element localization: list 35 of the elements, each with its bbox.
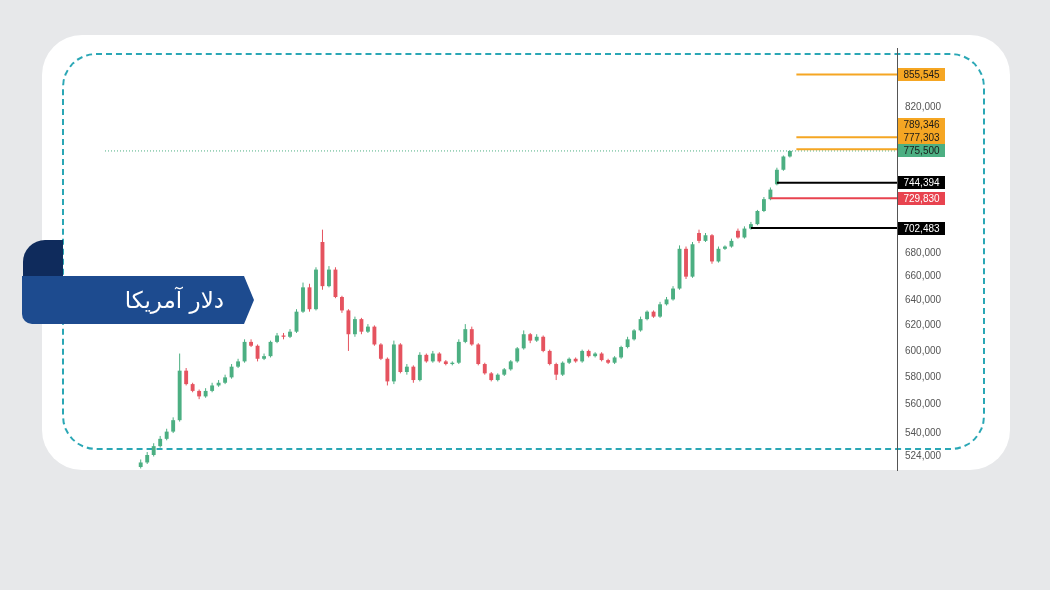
price-tag: 744,394 [898,176,945,190]
ref-line-label: 702,483 [903,222,940,234]
ref-line-label: 775,500 [903,145,940,157]
y-tick-label: 660,000 [905,270,942,282]
y-tick-label: 820,000 [905,101,942,113]
y-tick-label: 640,000 [905,294,942,306]
y-tick-label: 580,000 [905,371,942,383]
y-tick-label: 560,000 [905,398,942,410]
candlestick [385,356,390,386]
ref-line-label: 789,346 [903,119,940,131]
candlestick [352,316,357,338]
candlestick [404,363,409,376]
price-tag: 775,500 [898,144,945,158]
ref-line-label: 744,394 [903,177,940,189]
y-tick-label: 600,000 [905,344,942,356]
candlestick [372,324,377,347]
y-tick-label: 620,000 [905,319,942,331]
candlestick [469,326,474,347]
candlestick [463,323,468,344]
price-tag: 789,346 [898,118,945,132]
price-tag: 777,303 [898,131,945,145]
candlestick [476,342,481,366]
candlestick [346,308,351,352]
y-tick-label: 524,000 [905,450,942,462]
candlestick [327,265,331,288]
ref-line-label: 855,545 [903,68,940,80]
y-tick-label: 680,000 [905,247,942,259]
candlestick [249,338,254,348]
candlestick [456,338,461,365]
ribbon-banner: دلار آمریکا [22,240,254,326]
candlestick [521,329,526,351]
candlestick [242,338,247,364]
ref-line-label: 729,830 [903,192,940,204]
y-tick-label: 540,000 [905,426,942,438]
legend-label: 777,303 [903,132,940,144]
